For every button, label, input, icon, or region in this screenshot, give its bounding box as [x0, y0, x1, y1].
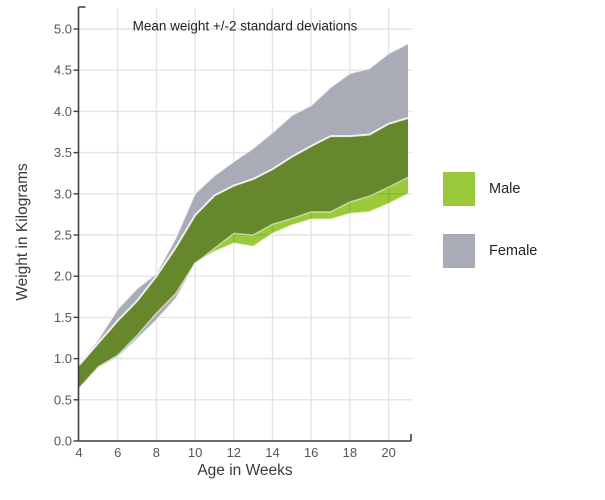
legend-item-male[interactable]: Male	[443, 172, 537, 206]
female-band-edge	[78, 176, 409, 390]
y-tick-label: 2.0	[54, 269, 72, 284]
x-tick-label: 14	[265, 445, 279, 460]
x-tick-label: 20	[381, 445, 395, 460]
x-tick-label: 12	[227, 445, 241, 460]
y-tick-label: 4.5	[54, 63, 72, 78]
y-axis-title: Weight in Kilograms	[14, 163, 31, 301]
x-tick-label: 18	[343, 445, 357, 460]
y-tick-label: 0.0	[54, 434, 72, 449]
y-axis-line	[77, 6, 86, 441]
y-tick-label: 2.5	[54, 228, 72, 243]
chart-legend: Male Female	[443, 172, 537, 268]
legend-item-female[interactable]: Female	[443, 234, 537, 268]
x-tick-label: 10	[188, 445, 202, 460]
x-tick-label: 6	[114, 445, 121, 460]
male-swatch-icon	[443, 172, 475, 206]
y-tick-label: 3.0	[54, 186, 72, 201]
x-tick-label: 4	[75, 445, 82, 460]
female-swatch-icon	[443, 234, 475, 268]
x-tick-label: 16	[304, 445, 318, 460]
x-axis-title: Age in Weeks	[197, 462, 293, 479]
y-tick-label: 5.0	[54, 22, 72, 37]
y-tick-label: 3.5	[54, 145, 72, 160]
male-range-band[interactable]	[79, 118, 408, 389]
y-tick-label: 4.0	[54, 104, 72, 119]
x-axis-line	[78, 434, 412, 442]
y-tick-label: 1.0	[54, 351, 72, 366]
y-tick-label: 1.5	[54, 310, 72, 325]
x-tick-label: 8	[153, 445, 160, 460]
male-band-edge	[78, 193, 409, 389]
female-band-edge	[78, 43, 409, 365]
y-tick-label: 0.5	[54, 392, 72, 407]
legend-label-male: Male	[489, 181, 521, 197]
legend-label-female: Female	[489, 243, 538, 259]
chart-title: Mean weight +/-2 standard deviations	[133, 19, 358, 34]
male-band-edge	[78, 117, 409, 366]
